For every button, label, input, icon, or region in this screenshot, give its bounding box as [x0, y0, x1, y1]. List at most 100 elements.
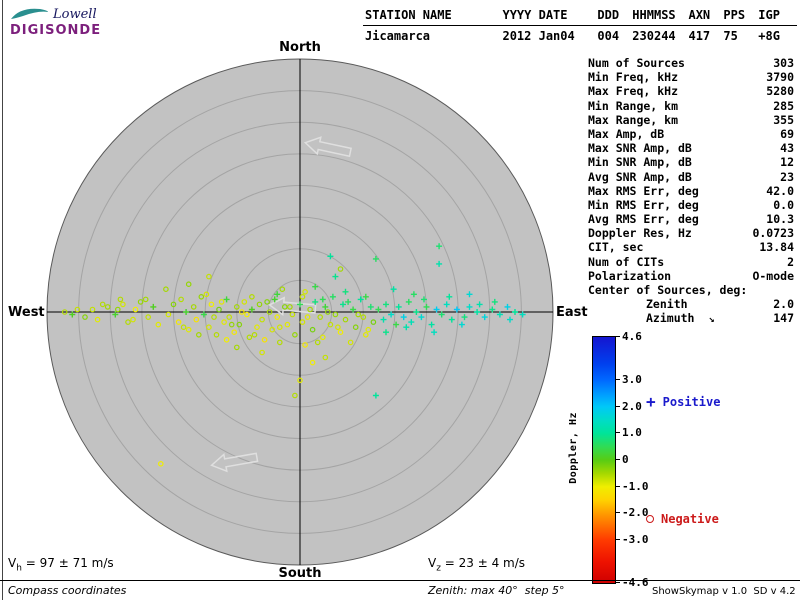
stat-row: Max Amp, dB 69	[588, 127, 794, 141]
scatter-point-positive	[350, 306, 357, 313]
compass-label-north: North	[279, 40, 321, 55]
scatter-point-positive	[312, 283, 319, 290]
colorbar-tick-label: 2.0	[622, 400, 642, 413]
scatter-point-negative	[165, 311, 172, 318]
station-header: STATION NAME YYYY DATE DDD HHMMSS AXN PPS IGP …	[363, 8, 797, 43]
scatter-point-negative	[261, 336, 268, 343]
scatter-point-negative	[319, 334, 326, 341]
logo-top-row: Lowell	[10, 6, 101, 22]
stat-row: Azimuth ↘ 147	[588, 311, 794, 325]
stat-row: Avg RMS Err, deg 10.3	[588, 212, 794, 226]
scatter-point-negative	[289, 311, 296, 318]
scatter-point-positive	[327, 253, 334, 260]
scatter-point-negative	[297, 377, 303, 384]
positive-marker-icon: +	[646, 392, 656, 411]
scatter-point-negative	[221, 319, 227, 325]
scatter-point-positive	[458, 321, 465, 328]
stat-label: Azimuth	[646, 311, 695, 326]
stat-value: O-mode	[752, 268, 794, 283]
colorbar-tick-label: 1.0	[622, 426, 642, 439]
scatter-point-negative	[365, 326, 372, 333]
scatter-point-positive	[453, 306, 460, 313]
stat-label: Avg RMS Err, deg	[588, 212, 699, 227]
stat-value: 2	[787, 254, 794, 269]
scatter-point-negative	[335, 324, 341, 331]
stat-value: 69	[780, 126, 794, 141]
stat-row: Polarization O-mode	[588, 269, 794, 283]
scatter-point-positive	[332, 273, 339, 280]
scatter-point-positive	[421, 296, 427, 303]
scatter-point-negative	[115, 306, 121, 313]
scatter-point-negative	[284, 321, 291, 328]
stat-label: Num of Sources	[588, 56, 685, 70]
scatter-point-negative	[193, 316, 200, 323]
colorbar-tick	[615, 336, 620, 337]
scatter-point-negative	[256, 301, 263, 308]
header-col-label: IGP	[758, 8, 780, 22]
stat-value: 2.0	[773, 297, 794, 312]
scatter-point-positive	[436, 243, 443, 250]
scatter-point-negative	[158, 460, 164, 467]
scatter-point-negative	[264, 299, 270, 305]
scatter-point-negative	[324, 309, 331, 315]
scatter-point-positive	[466, 291, 473, 298]
scatter-point-negative	[145, 314, 152, 320]
stat-label: Max SNR Amp, dB	[588, 141, 692, 156]
scatter-point-positive	[438, 311, 445, 318]
compass-label-west: West	[8, 305, 45, 320]
scatter-point-negative	[94, 316, 101, 323]
scatter-point-positive	[418, 314, 425, 321]
colorbar-tick-label: -4.6	[622, 576, 649, 589]
colorbar-tick	[615, 486, 620, 487]
window-left-border	[2, 0, 3, 600]
scatter-point-negative	[231, 329, 238, 336]
colorbar-title: Doppler, Hz	[568, 412, 579, 484]
scatter-point-negative	[211, 314, 217, 320]
scatter-point-negative	[309, 359, 316, 366]
stat-label: Polarization	[588, 268, 672, 283]
header-col-label: STATION NAME	[365, 8, 452, 22]
vh-text: = 97 ± 71 m/s	[21, 556, 114, 570]
colorbar-tick-label: 4.6	[622, 330, 642, 343]
scatter-point-positive	[395, 303, 402, 310]
scatter-point-negative	[226, 314, 233, 320]
header-col-value: 75	[723, 29, 738, 43]
scatter-point-positive	[491, 298, 498, 305]
stat-row: Max Freq, kHz 5280	[588, 84, 794, 98]
scatter-point-negative	[327, 321, 334, 328]
vertical-velocity-value: Vz = 23 ± 4 m/s	[428, 556, 525, 573]
scatter-point-positive	[150, 303, 157, 310]
scatter-point-positive	[436, 260, 443, 267]
scatter-point-positive	[297, 301, 303, 308]
vh-subscript: h	[16, 563, 22, 574]
scatter-point-positive	[375, 306, 382, 313]
scatter-point-negative	[352, 324, 359, 331]
scatter-point-negative	[223, 336, 230, 343]
stat-label: Min Range, km	[588, 98, 679, 113]
doppler-colorbar	[592, 336, 616, 584]
scatter-point-positive	[319, 296, 326, 303]
vh-symbol: V	[8, 556, 17, 570]
scatter-point-positive	[405, 298, 412, 305]
scatter-point-positive	[461, 314, 468, 321]
footer-divider-line	[0, 580, 800, 581]
scatter-point-negative	[117, 296, 124, 303]
scatter-point-negative	[317, 314, 324, 320]
colorbar-tick-label: -3.0	[622, 533, 649, 546]
scatter-point-positive	[248, 306, 255, 313]
scatter-point-negative	[269, 326, 276, 333]
scatter-point-negative	[175, 319, 182, 325]
scatter-point-positive	[512, 309, 518, 315]
scatter-point-positive	[410, 291, 417, 298]
legend-negative-label: Negative	[661, 512, 719, 526]
stat-value: 285	[773, 98, 794, 113]
scatter-point-positive	[342, 288, 349, 295]
stat-label: Center of Sources, deg:	[588, 283, 748, 297]
scatter-point-negative	[234, 304, 240, 310]
coordinates-note: Compass coordinates	[8, 584, 127, 597]
stat-label: Doppler Res, Hz	[588, 226, 692, 241]
scatter-point-negative	[89, 306, 96, 313]
drift-arrow-icon	[210, 452, 259, 473]
scatter-point-positive	[448, 316, 455, 323]
